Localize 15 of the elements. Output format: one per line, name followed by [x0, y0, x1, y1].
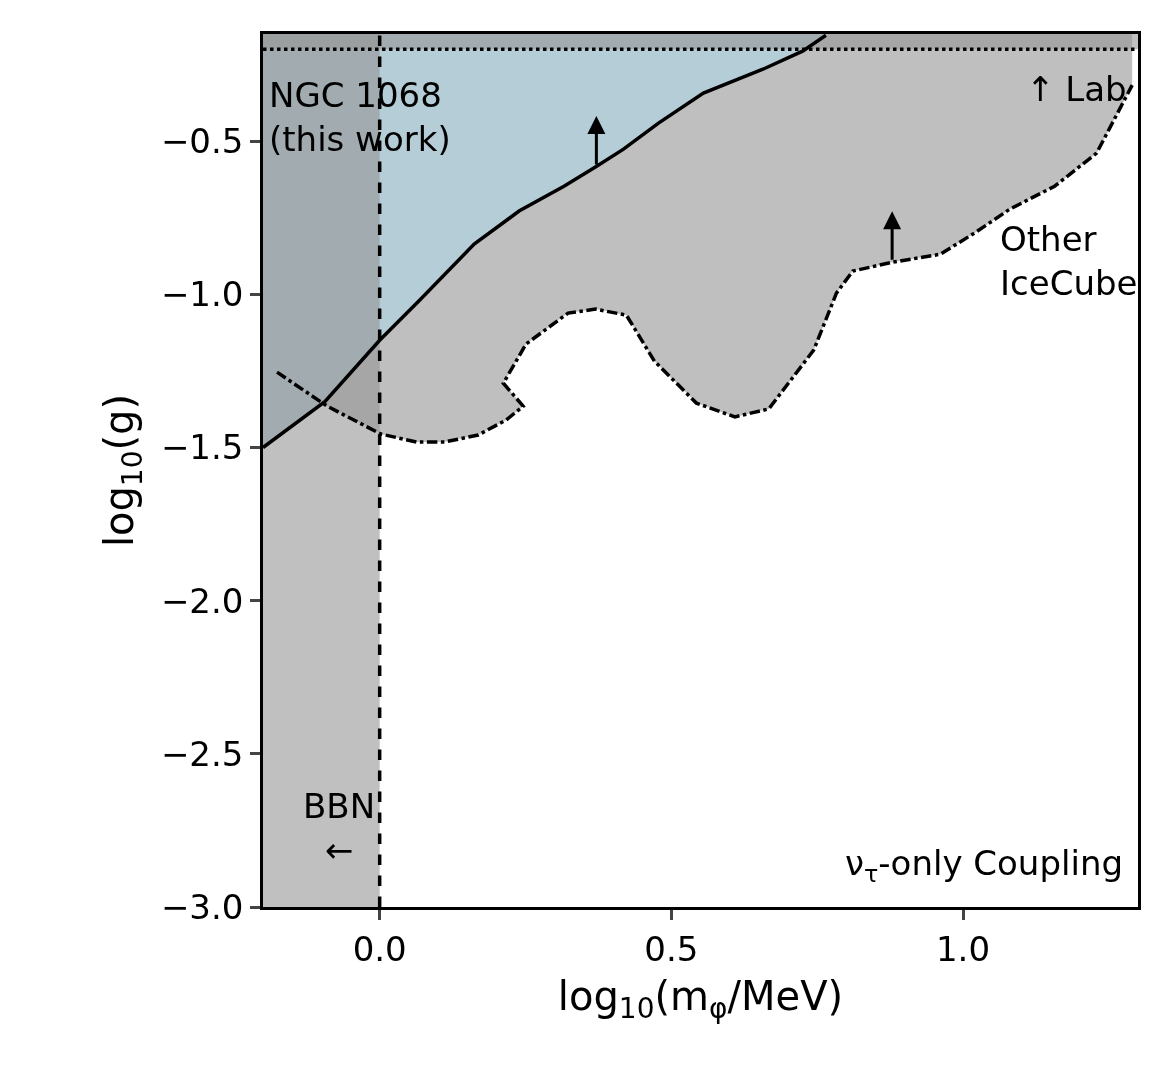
x-tick-label: 0.0: [352, 928, 407, 969]
x-tick-label: 1.0: [935, 928, 991, 969]
series-label: NGC 1068 (this work): [269, 75, 451, 160]
y-tick-label: −1.0: [160, 274, 244, 315]
annotation: ν$_{τ}$-only Coupling: [845, 843, 1124, 889]
band-label: BBN ←: [303, 786, 376, 871]
y-tick-label: −0.5: [160, 121, 244, 162]
y-tick-label: −2.5: [160, 733, 244, 774]
y-tick-label: −1.5: [160, 427, 244, 468]
y-tick-label: −2.0: [160, 580, 244, 621]
y-tick-label: −3.0: [160, 886, 244, 927]
x-tick-label: 0.5: [644, 928, 699, 969]
band-label: ↑ Lab: [1026, 69, 1127, 109]
x-axis-title: log$_{10}$(m$_{φ}$/MeV): [557, 973, 844, 1026]
series-label: Other IceCube: [1000, 219, 1138, 304]
